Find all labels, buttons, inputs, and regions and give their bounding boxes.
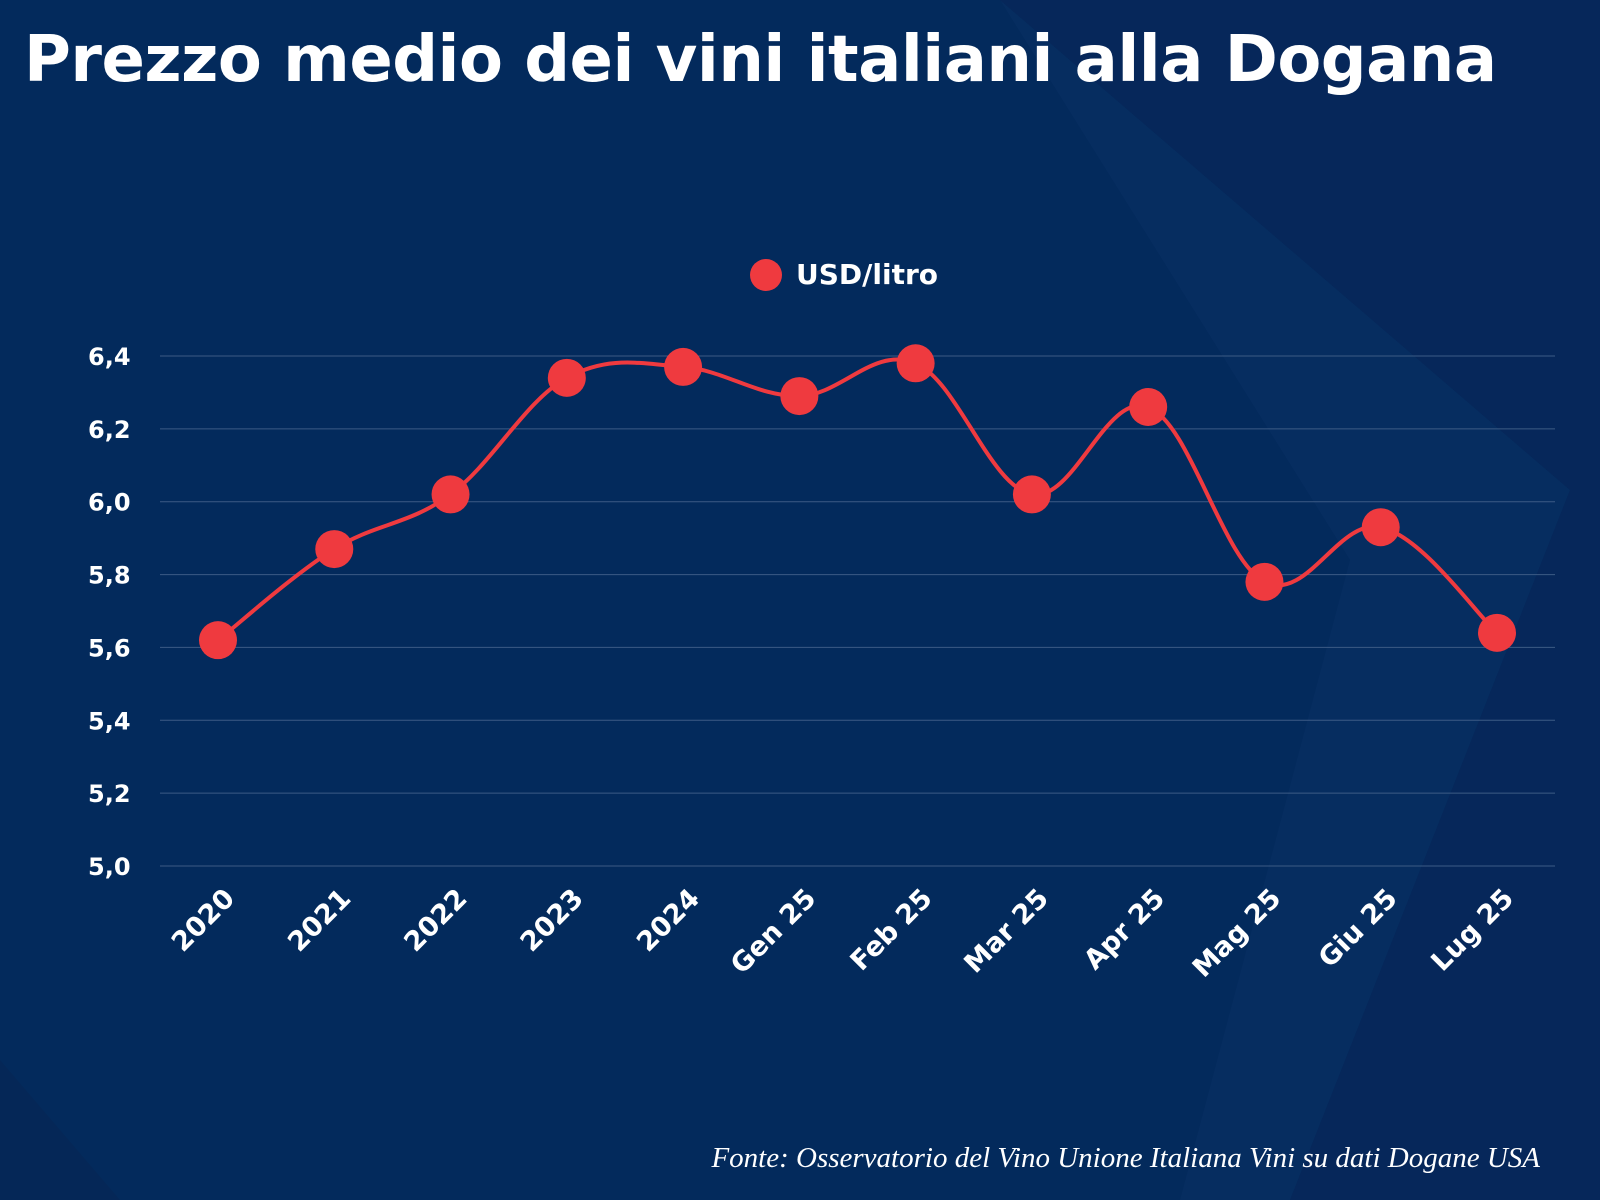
series-line (216, 357, 1499, 643)
y-tick-label: 5,0 (88, 853, 131, 881)
data-point (547, 358, 586, 397)
data-point (1245, 562, 1284, 601)
x-axis-ticks: 2020 2021 2022 2023 2024 Gen 25 Feb 25 Mar 25 Ap… (166, 883, 1520, 984)
y-tick-label: 6,2 (88, 416, 131, 444)
data-point (1012, 475, 1051, 514)
source-note: Fonte: Osservatorio del Vino Unione Ital… (711, 1142, 1540, 1174)
data-point (1129, 388, 1168, 426)
legend: USD/litro (750, 258, 938, 291)
data-point (1478, 613, 1516, 652)
series-line-layer (216, 357, 1499, 643)
x-tick-label: 2020 (166, 883, 241, 958)
y-tick-label: 6,0 (88, 489, 131, 517)
legend-label: USD/litro (796, 258, 938, 291)
x-tick-label: 2022 (398, 883, 473, 958)
data-point (896, 344, 935, 383)
data-points (199, 344, 1516, 660)
data-point (315, 530, 354, 569)
x-tick-label: Mar 25 (958, 883, 1054, 979)
y-tick-label: 5,2 (88, 780, 131, 808)
y-axis-ticks: 5,0 5,2 5,4 5,6 5,8 6,0 6,2 6,4 (88, 343, 131, 881)
y-tick-label: 5,8 (88, 562, 131, 590)
x-tick-label: Apr 25 (1078, 883, 1171, 976)
data-point (780, 377, 819, 416)
data-point (1361, 508, 1400, 547)
data-point (664, 347, 703, 386)
data-point (431, 475, 470, 514)
legend-marker-icon (750, 258, 782, 291)
x-tick-label: 2021 (282, 883, 357, 958)
y-tick-label: 5,4 (88, 707, 131, 735)
x-tick-label: Gen 25 (725, 883, 822, 980)
x-tick-label: Lug 25 (1425, 883, 1520, 978)
x-tick-label: 2024 (631, 883, 706, 958)
x-tick-label: Giu 25 (1313, 883, 1404, 974)
x-tick-label: 2023 (515, 883, 590, 958)
y-tick-label: 5,6 (88, 634, 131, 662)
gridlines (160, 355, 1555, 867)
y-tick-label: 6,4 (88, 343, 131, 371)
data-point (199, 621, 237, 660)
x-tick-label: Feb 25 (845, 883, 939, 977)
chart-title: Prezzo medio dei vini italiani alla Doga… (24, 23, 1497, 97)
x-tick-label: Mag 25 (1187, 883, 1288, 984)
